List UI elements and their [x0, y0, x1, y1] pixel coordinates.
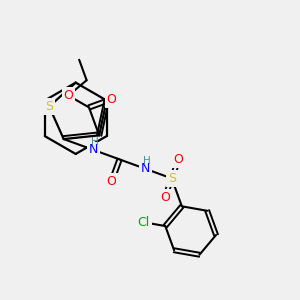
- Text: Cl: Cl: [138, 216, 150, 229]
- Text: N: N: [89, 143, 98, 156]
- Text: O: O: [173, 153, 183, 166]
- Text: O: O: [64, 89, 73, 102]
- Text: O: O: [106, 175, 116, 188]
- Text: H: H: [143, 156, 151, 166]
- Text: S: S: [45, 100, 53, 113]
- Text: O: O: [160, 190, 170, 203]
- Text: O: O: [106, 93, 116, 106]
- Text: S: S: [168, 172, 176, 185]
- Text: N: N: [141, 162, 150, 176]
- Text: H: H: [91, 137, 98, 147]
